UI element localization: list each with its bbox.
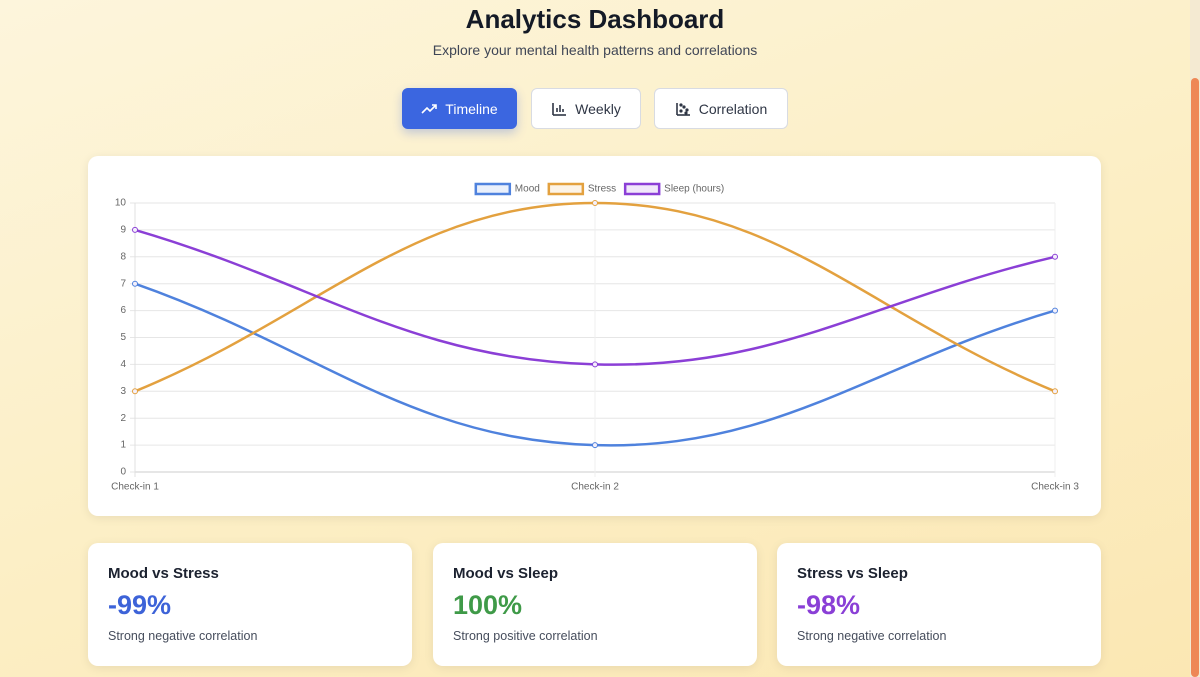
y-tick-label: 9 <box>120 225 126 236</box>
card-description: Strong positive correlation <box>453 629 598 643</box>
correlation-card: Stress vs Sleep -98% Strong negative cor… <box>777 543 1101 666</box>
icon <box>552 102 567 116</box>
legend-label: Sleep (hours) <box>664 184 724 195</box>
legend-label: Mood <box>515 184 540 195</box>
card-title: Mood vs Stress <box>108 565 219 582</box>
y-tick-label: 4 <box>120 359 126 370</box>
data-point <box>132 388 138 395</box>
card-value: 100% <box>453 590 523 620</box>
card-value: -99% <box>108 590 172 620</box>
correlation-card: Mood vs Sleep 100% Strong positive corre… <box>433 543 757 666</box>
data-point <box>1052 388 1058 395</box>
page-title: Analytics Dashboard <box>465 4 725 34</box>
data-point <box>592 200 598 206</box>
data-point <box>132 280 138 287</box>
y-tick-label: 8 <box>120 251 126 262</box>
scrollbar[interactable] <box>1190 0 1200 677</box>
x-tick-label: Check-in 1 <box>111 482 159 493</box>
card-description: Strong negative correlation <box>797 629 947 643</box>
tab-label: Timeline <box>445 100 498 117</box>
y-tick-label: 6 <box>120 305 126 316</box>
data-point <box>592 361 598 368</box>
data-point <box>1052 307 1058 314</box>
card-title: Stress vs Sleep <box>797 565 908 582</box>
y-tick-label: 0 <box>120 467 126 478</box>
y-tick-label: 10 <box>115 198 127 209</box>
scrollbar-thumb[interactable] <box>1191 78 1199 677</box>
y-tick-label: 5 <box>120 332 126 343</box>
legend-swatch <box>623 182 661 196</box>
icon <box>675 102 690 116</box>
tab-timeline[interactable]: Timeline <box>402 88 517 129</box>
page-subtitle: Explore your mental health patterns and … <box>432 42 758 58</box>
x-tick-label: Check-in 2 <box>571 482 619 493</box>
legend-label: Stress <box>588 184 616 195</box>
tab-label: Weekly <box>575 100 621 117</box>
card-value: -98% <box>797 590 861 620</box>
legend-swatch <box>474 182 512 196</box>
data-point <box>1052 253 1058 260</box>
icon <box>421 103 438 114</box>
tab-weekly[interactable]: Weekly <box>531 88 641 129</box>
data-point <box>592 442 598 449</box>
tab-label: Correlation <box>698 100 768 117</box>
y-tick-label: 7 <box>120 278 126 289</box>
card-title: Mood vs Sleep <box>453 565 559 582</box>
y-tick-label: 3 <box>120 386 126 397</box>
y-tick-label: 2 <box>120 413 126 424</box>
legend-swatch <box>547 182 585 196</box>
data-point <box>132 226 138 233</box>
tab-correlation[interactable]: Correlation <box>654 88 788 129</box>
y-tick-label: 1 <box>120 440 126 451</box>
x-tick-label: Check-in 3 <box>1031 482 1079 493</box>
correlation-card: Mood vs Stress -99% Strong negative corr… <box>88 543 412 666</box>
card-description: Strong negative correlation <box>108 629 258 643</box>
